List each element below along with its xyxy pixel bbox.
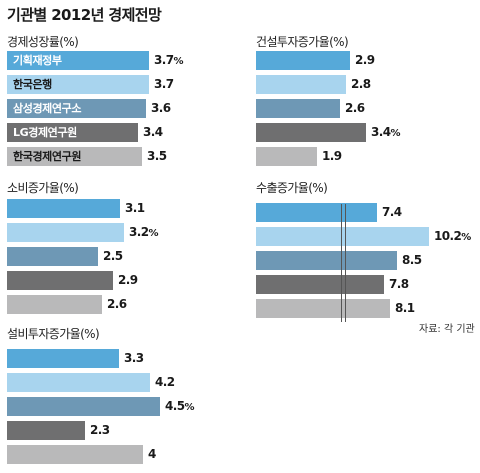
bar-value-label: 4.5% <box>165 399 195 413</box>
panel-exports: 수출증가율(%) 7.4 10.2% 8.5 7.8 8.1 <box>256 179 480 319</box>
bar-consumption-2 <box>7 223 124 242</box>
bar-value-label: 7.8 <box>389 277 409 291</box>
bar-consumption-1 <box>7 199 120 218</box>
bar-construction-5 <box>256 147 317 166</box>
bar-construction-4 <box>256 123 366 142</box>
bar-value-label: 3.5 <box>147 149 167 163</box>
bar-value-label: 2.8 <box>351 77 371 91</box>
bar-facility-5 <box>7 445 143 464</box>
bar-gdp-4: LG경제연구원 <box>7 123 138 142</box>
bar-value-label: 3.6 <box>151 101 171 115</box>
bar-value-label: 2.9 <box>118 273 138 287</box>
axis-break-marker <box>341 204 346 322</box>
panel-title: 설비투자증가율(%) <box>7 327 100 341</box>
bar-value-label: 2.3 <box>90 423 110 437</box>
panel-gdp-growth: 경제성장률(%) 기획재정부 3.7% 한국은행 3.7 삼성경제연구소 3.6 LG경제연… <box>7 33 237 173</box>
bar-consumption-4 <box>7 271 113 290</box>
bar-value-label: 3.1 <box>125 201 145 215</box>
bar-gdp-1: 기획재정부 <box>7 51 149 70</box>
bar-category-label: 기획재정부 <box>13 54 62 67</box>
bar-exports-1 <box>256 203 377 222</box>
bar-consumption-3 <box>7 247 98 266</box>
bar-value-label: 3.7% <box>154 53 184 67</box>
bar-value-label: 3.7 <box>154 77 174 91</box>
bar-facility-4 <box>7 421 85 440</box>
bar-category-label: 삼성경제연구소 <box>13 102 82 115</box>
bar-value-label: 3.2% <box>129 225 159 239</box>
bar-construction-2 <box>256 75 346 94</box>
bar-facility-1 <box>7 349 119 368</box>
bar-category-label: 한국은행 <box>13 78 52 91</box>
bar-value-label: 2.5 <box>103 249 123 263</box>
chart-title: 기관별 2012년 경제전망 <box>7 6 162 24</box>
panel-title: 경제성장률(%) <box>7 35 79 49</box>
bar-value-label: 3.4% <box>371 125 401 139</box>
bar-facility-2 <box>7 373 150 392</box>
bar-construction-1 <box>256 51 350 70</box>
panel-facility-investment: 설비투자증가율(%) 3.3 4.2 4.5% 2.3 4 <box>7 325 237 470</box>
source-note: 자료: 각 기관 <box>419 324 475 335</box>
bar-value-label: 8.5 <box>402 253 422 267</box>
bar-construction-3 <box>256 99 340 118</box>
bar-facility-3 <box>7 397 160 416</box>
bar-value-label: 3.3 <box>124 351 144 365</box>
bar-value-label: 1.9 <box>322 149 342 163</box>
bar-value-label: 8.1 <box>395 301 415 315</box>
bar-value-label: 10.2% <box>434 229 471 243</box>
panel-consumption: 소비증가율(%) 3.1 3.2% 2.5 2.9 2.6 <box>7 179 237 319</box>
bar-value-label: 4 <box>148 447 156 461</box>
bar-gdp-3: 삼성경제연구소 <box>7 99 146 118</box>
bar-exports-3 <box>256 251 397 270</box>
bar-exports-2 <box>256 227 429 246</box>
bar-value-label: 7.4 <box>382 205 402 219</box>
panel-construction-investment: 건설투자증가율(%) 2.9 2.8 2.6 3.4% 1.9 <box>256 33 480 173</box>
bar-category-label: LG경제연구원 <box>13 126 77 139</box>
bar-exports-4 <box>256 275 384 294</box>
bar-consumption-5 <box>7 295 102 314</box>
bar-value-label: 2.6 <box>345 101 365 115</box>
bar-category-label: 한국경제연구원 <box>13 150 82 163</box>
panel-title: 소비증가율(%) <box>7 181 79 195</box>
bar-value-label: 3.4 <box>143 125 163 139</box>
bar-exports-5 <box>256 299 390 318</box>
bar-value-label: 2.9 <box>355 53 375 67</box>
bar-gdp-2: 한국은행 <box>7 75 149 94</box>
bar-value-label: 4.2 <box>155 375 175 389</box>
bar-value-label: 2.6 <box>107 297 127 311</box>
panel-title: 수출증가율(%) <box>256 181 328 195</box>
panel-title: 건설투자증가율(%) <box>256 35 349 49</box>
bar-gdp-5: 한국경제연구원 <box>7 147 142 166</box>
